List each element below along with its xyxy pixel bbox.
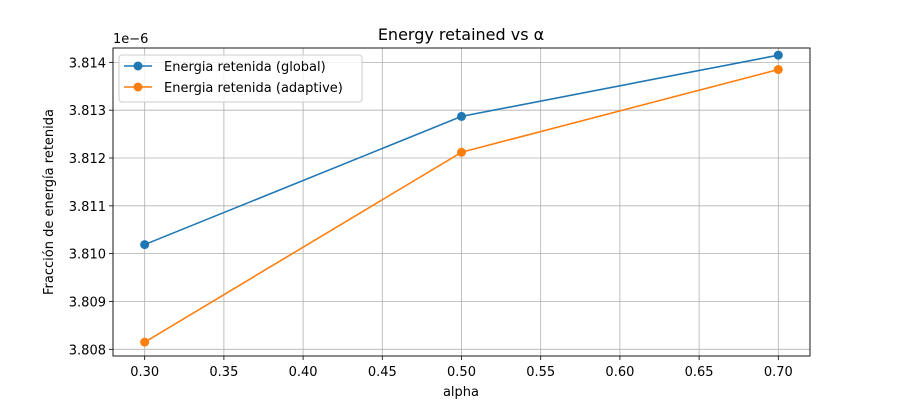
data-point-adaptive — [457, 147, 466, 157]
legend-marker-adaptive — [133, 82, 143, 92]
chart-title: Energy retained vs α — [378, 25, 544, 44]
x-tick-label: 0.70 — [764, 365, 793, 380]
data-point-adaptive — [140, 337, 150, 347]
grid-lines — [113, 48, 810, 356]
legend: Energia retenida (global) Energia reteni… — [118, 54, 363, 103]
data-point-global — [457, 111, 466, 121]
x-tick-label: 0.55 — [526, 365, 555, 380]
x-tick-label: 0.60 — [605, 365, 634, 380]
x-tick-label: 0.65 — [685, 365, 714, 380]
x-tick-label: 0.50 — [447, 365, 476, 380]
y-axis-label: Fracción de energía retenida — [42, 109, 57, 295]
legend-label-adaptive: Energia retenida (adaptive) — [164, 81, 343, 96]
data-point-global — [140, 240, 150, 250]
y-axis-ticks: 3.808 3.809 3.810 3.811 3.812 3.813 3.814 — [69, 56, 113, 358]
series-layer — [140, 50, 783, 347]
data-point-adaptive — [773, 65, 783, 75]
x-axis-ticks: 0.30 0.35 0.40 0.45 0.50 0.55 0.60 0.65 0.70 — [130, 356, 793, 380]
x-tick-label: 0.45 — [368, 365, 397, 380]
x-tick-label: 0.35 — [209, 365, 238, 380]
x-tick-label: 0.40 — [289, 365, 318, 380]
legend-box — [118, 54, 363, 103]
y-tick-label: 3.811 — [69, 200, 106, 215]
y-tick-label: 3.812 — [69, 152, 106, 167]
y-tick-label: 3.810 — [69, 248, 106, 263]
x-tick-label: 0.30 — [130, 365, 159, 380]
legend-label-global: Energia retenida (global) — [164, 60, 326, 75]
y-tick-label: 3.814 — [69, 56, 106, 71]
legend-marker-global — [133, 61, 143, 71]
x-axis-label: alpha — [443, 385, 479, 400]
data-point-global — [773, 50, 783, 60]
y-axis-offset-label: 1e−6 — [113, 32, 148, 47]
y-tick-label: 3.808 — [69, 343, 106, 358]
y-tick-label: 3.809 — [69, 295, 106, 310]
y-tick-label: 3.813 — [69, 104, 106, 119]
